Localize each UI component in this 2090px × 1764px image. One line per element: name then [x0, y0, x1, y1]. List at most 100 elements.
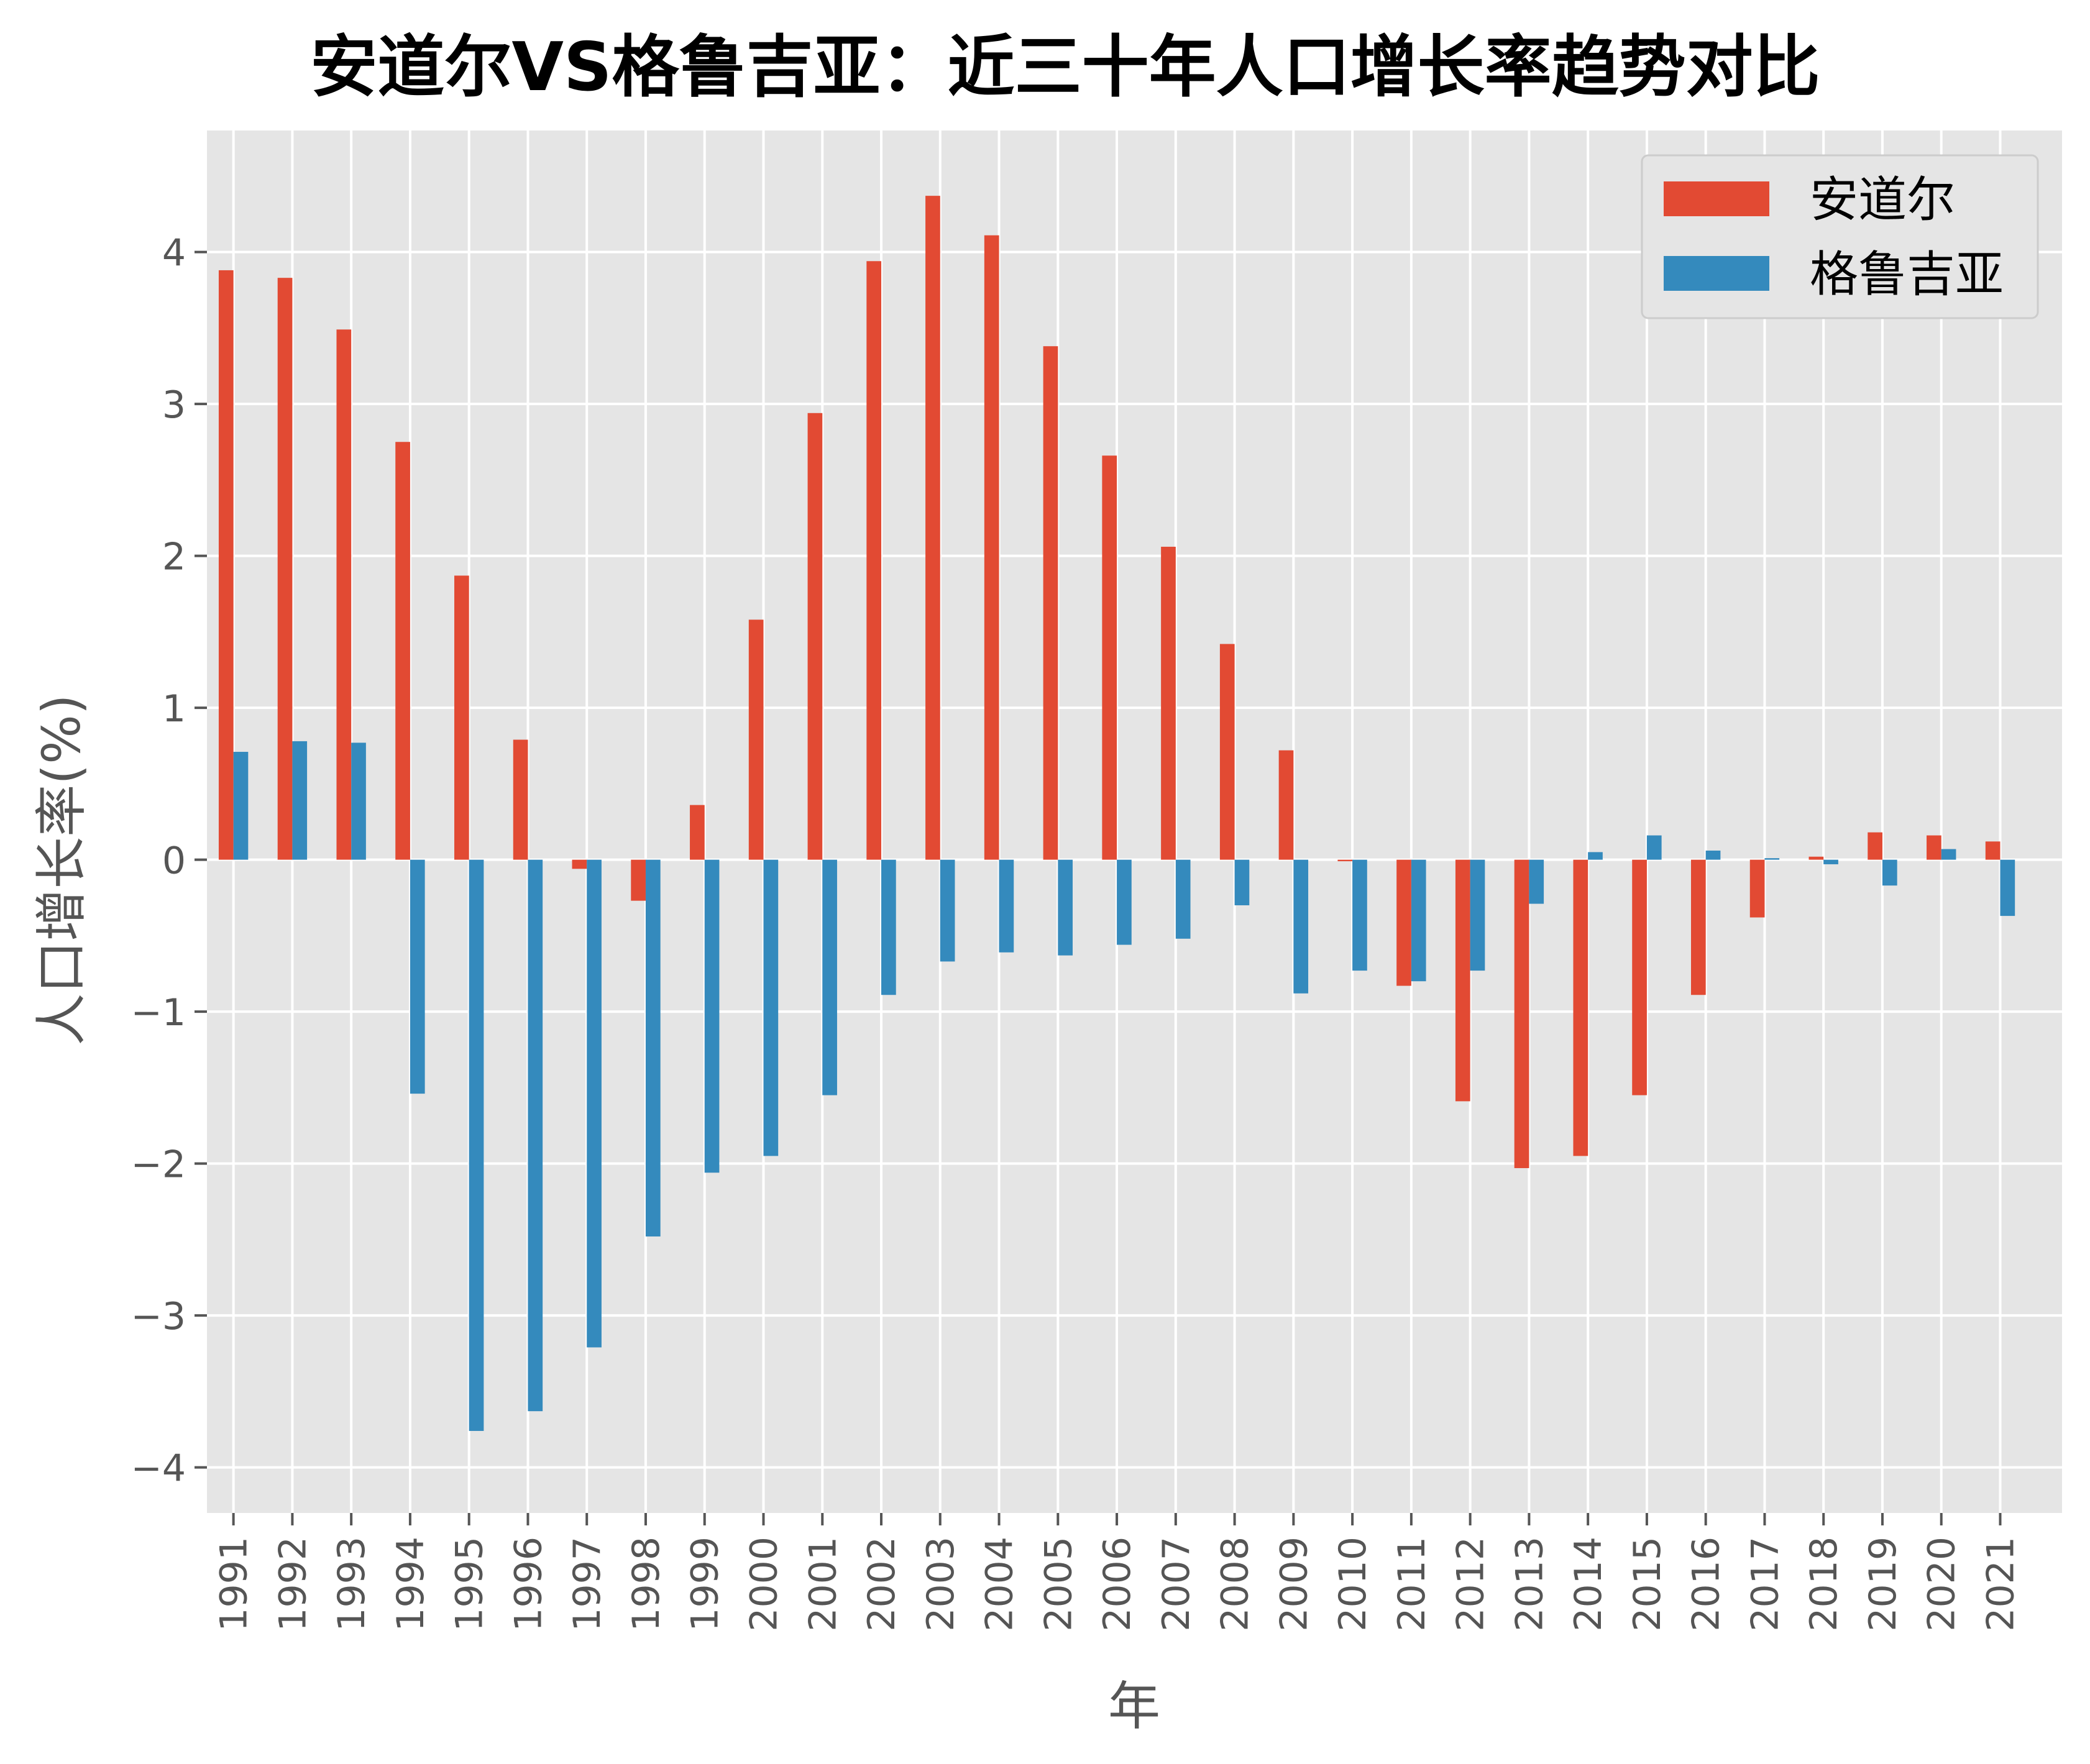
bar-andorra-2021 — [1985, 841, 2001, 860]
bar-georgia-1996 — [528, 859, 543, 1412]
bar-georgia-2011 — [1411, 859, 1426, 982]
x-tick-label: 1998 — [625, 1537, 668, 1632]
plot-area: −4 −3 −2 −1 0 1 2 3 4 1991 1992 1993 1994 1995 1996 199… — [131, 130, 2062, 1632]
bar-andorra-1999 — [690, 805, 705, 860]
bar-andorra-2004 — [984, 235, 999, 860]
x-tick-label: 1997 — [566, 1537, 609, 1632]
bar-georgia-2009 — [1293, 859, 1309, 994]
x-tick-label: 2016 — [1685, 1537, 1728, 1632]
bar-georgia-2013 — [1529, 859, 1544, 904]
bar-andorra-1997 — [572, 859, 587, 869]
bar-georgia-2007 — [1175, 859, 1191, 939]
bar-andorra-2007 — [1161, 546, 1176, 860]
bar-georgia-1992 — [292, 741, 308, 860]
x-tick-label: 2017 — [1743, 1537, 1787, 1632]
bar-andorra-2015 — [1632, 859, 1647, 1095]
x-tick-label: 1992 — [271, 1537, 314, 1632]
x-tick-label: 2012 — [1449, 1537, 1493, 1632]
x-tick-label: 2003 — [919, 1537, 963, 1632]
bar-andorra-1992 — [277, 278, 293, 860]
x-tick-label: 2001 — [801, 1537, 845, 1632]
x-tick-label: 1994 — [389, 1537, 433, 1632]
bar-georgia-2000 — [763, 859, 779, 1156]
x-tick-label: 2008 — [1214, 1537, 1257, 1632]
bar-georgia-1997 — [587, 859, 602, 1348]
y-tick-label: 2 — [162, 536, 186, 579]
bar-andorra-2016 — [1691, 859, 1706, 995]
bar-georgia-1998 — [645, 859, 661, 1236]
y-tick-label: 0 — [162, 839, 186, 883]
bar-georgia-2006 — [1117, 859, 1132, 945]
x-tick-label: 2000 — [743, 1537, 786, 1632]
bar-andorra-2010 — [1337, 859, 1353, 862]
bar-georgia-2015 — [1646, 835, 1662, 860]
x-tick-label: 2020 — [1920, 1537, 1964, 1632]
x-axis-label: 年 — [1108, 1676, 1160, 1737]
x-tick-label: 2013 — [1508, 1537, 1551, 1632]
x-tick-label: 2021 — [1979, 1537, 2023, 1632]
bar-georgia-2014 — [1588, 852, 1603, 860]
bar-andorra-2006 — [1102, 455, 1117, 860]
bar-andorra-2005 — [1043, 346, 1058, 860]
x-tick-label: 2014 — [1567, 1537, 1610, 1632]
x-tick-label: 1996 — [506, 1537, 550, 1632]
bar-andorra-1998 — [631, 859, 646, 901]
bar-andorra-2012 — [1455, 859, 1470, 1102]
bar-georgia-2008 — [1234, 859, 1250, 905]
x-tick-label: 1995 — [448, 1537, 492, 1632]
legend-label-georgia: 格鲁吉亚 — [1810, 247, 2004, 303]
legend-label-andorra: 安道尔 — [1810, 172, 1955, 228]
bar-georgia-1999 — [704, 859, 720, 1173]
bar-andorra-2014 — [1573, 859, 1588, 1156]
y-tick-label: −4 — [131, 1447, 186, 1491]
bar-georgia-2005 — [1058, 859, 1073, 956]
bar-andorra-1994 — [395, 442, 410, 860]
bar-andorra-1995 — [454, 575, 469, 860]
bar-andorra-2017 — [1749, 859, 1765, 918]
bar-andorra-2009 — [1278, 750, 1294, 860]
y-tick-label: −2 — [131, 1143, 186, 1187]
x-tick-label: 2009 — [1272, 1537, 1316, 1632]
y-tick-label: 1 — [162, 687, 186, 731]
y-tick-label: −3 — [131, 1295, 186, 1338]
bar-georgia-2020 — [1941, 849, 1956, 860]
bar-andorra-1996 — [513, 739, 528, 860]
bar-andorra-2000 — [748, 619, 764, 860]
bar-georgia-1994 — [410, 859, 425, 1094]
chart-title: 安道尔VS格鲁吉亚：近三十年人口增长率趋势对比 — [310, 29, 1820, 106]
bar-georgia-1991 — [233, 752, 249, 860]
x-tick-label: 2002 — [860, 1537, 904, 1632]
plot-background — [207, 130, 2062, 1513]
bar-georgia-1993 — [351, 743, 366, 860]
y-axis-label: 人口增长率(%) — [31, 694, 92, 1045]
x-tick-label: 2007 — [1155, 1537, 1198, 1632]
bar-georgia-1995 — [469, 859, 484, 1431]
bar-georgia-2019 — [1882, 859, 1897, 886]
bar-andorra-2020 — [1927, 835, 1941, 860]
y-tick-label: 4 — [162, 232, 186, 275]
y-tick-label: 3 — [162, 383, 186, 427]
x-tick-label: 1991 — [213, 1537, 256, 1632]
bar-georgia-2010 — [1352, 859, 1367, 971]
bar-andorra-2001 — [807, 413, 823, 860]
bar-georgia-2017 — [1764, 858, 1780, 860]
x-tick-label: 2004 — [978, 1537, 1022, 1632]
bar-andorra-2008 — [1219, 644, 1235, 860]
x-tick-label: 2010 — [1331, 1537, 1375, 1632]
bar-andorra-2018 — [1808, 856, 1824, 860]
x-tick-label: 2015 — [1626, 1537, 1669, 1632]
legend-swatch-georgia — [1664, 256, 1769, 291]
bar-georgia-2004 — [999, 859, 1014, 953]
x-tick-label: 2019 — [1861, 1537, 1905, 1632]
x-tick-label: 2018 — [1802, 1537, 1846, 1632]
x-tick-label: 2006 — [1096, 1537, 1139, 1632]
y-tick-label: −1 — [131, 991, 186, 1035]
x-tick-label: 1999 — [684, 1537, 727, 1632]
bar-andorra-2019 — [1868, 832, 1882, 860]
bar-georgia-2021 — [2000, 859, 2015, 916]
x-tick-label: 1993 — [330, 1537, 374, 1632]
bar-georgia-2012 — [1470, 859, 1485, 971]
